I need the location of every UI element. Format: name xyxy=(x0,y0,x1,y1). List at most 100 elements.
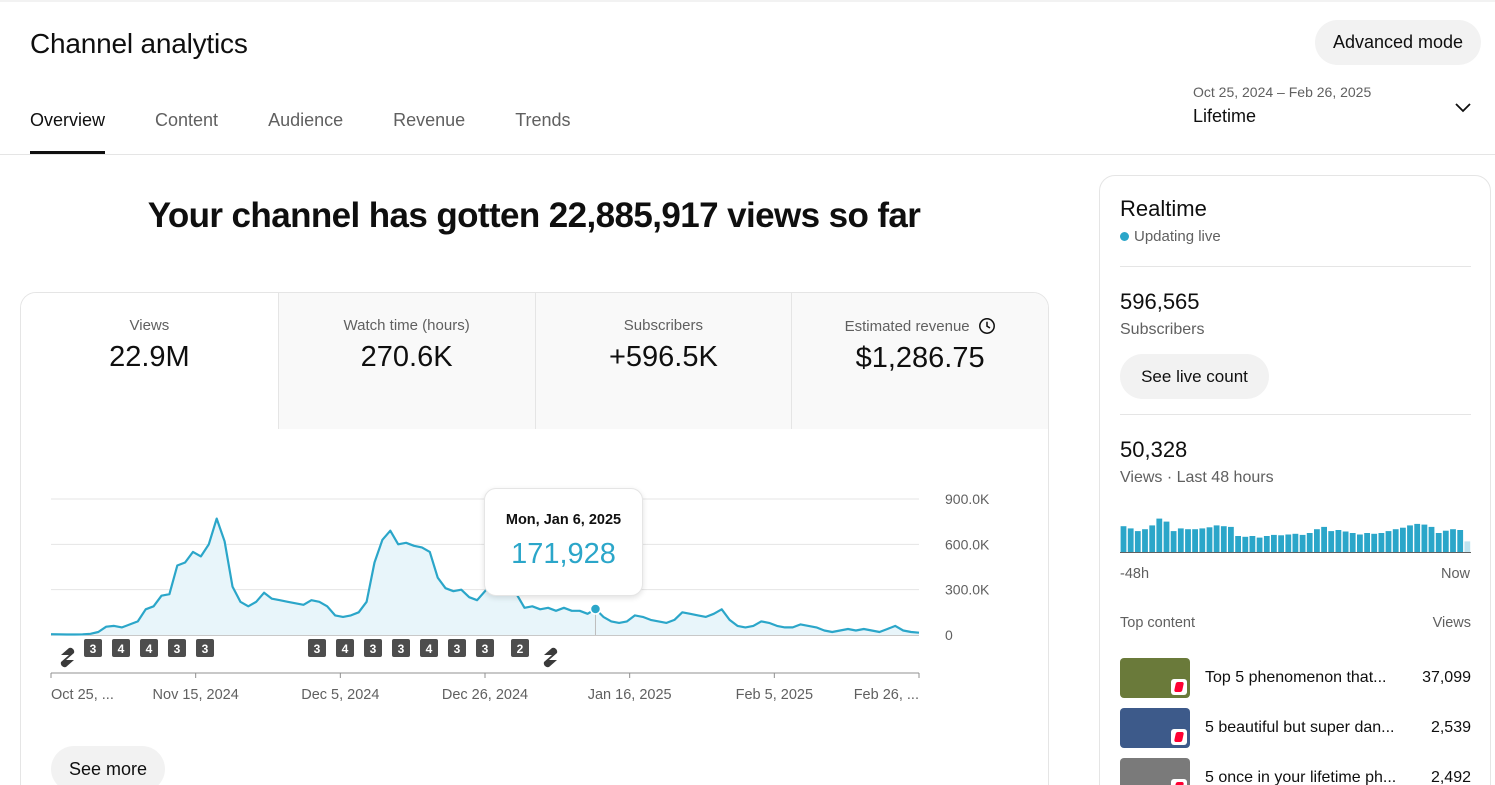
header-divider xyxy=(0,154,1495,155)
realtime-bar[interactable] xyxy=(1371,533,1378,552)
see-live-count-button[interactable]: See live count xyxy=(1120,354,1269,399)
realtime-bar[interactable] xyxy=(1199,528,1206,552)
realtime-bar[interactable] xyxy=(1328,531,1335,552)
svg-text:3: 3 xyxy=(174,642,181,656)
views-column-label: Views xyxy=(1432,615,1471,631)
realtime-bar[interactable] xyxy=(1400,527,1406,552)
realtime-bar[interactable] xyxy=(1156,518,1163,552)
realtime-bar[interactable] xyxy=(1149,525,1156,552)
tab-trends[interactable]: Trends xyxy=(515,110,571,130)
shorts-marker-icon[interactable] xyxy=(543,647,558,668)
realtime-bar[interactable] xyxy=(1249,536,1256,552)
realtime-bar[interactable] xyxy=(1421,524,1428,552)
realtime-views-bar-chart[interactable] xyxy=(1120,511,1471,555)
realtime-bar[interactable] xyxy=(1385,531,1392,552)
top-content-row[interactable]: Top 5 phenomenon that... 37,099 xyxy=(1120,658,1471,698)
realtime-bar[interactable] xyxy=(1357,534,1363,553)
see-more-button[interactable]: See more xyxy=(51,746,165,785)
upload-count-badge[interactable]: 3 xyxy=(448,639,466,657)
realtime-bar[interactable] xyxy=(1177,528,1184,552)
realtime-bar[interactable] xyxy=(1163,521,1170,552)
tab-audience[interactable]: Audience xyxy=(268,110,344,130)
realtime-bar[interactable] xyxy=(1414,523,1421,552)
realtime-card: Realtime Updating live 596,565 Subscribe… xyxy=(1099,175,1491,785)
views-chart[interactable]: 900.0K 600.0K 300.0K 0 3 4 4 3 3 3 4 3 3 4 3 3 2 Oct 25, … xyxy=(21,429,1049,729)
metric-label: Watch time (hours) xyxy=(343,317,470,334)
top-content-row[interactable]: 5 once in your lifetime ph... 2,492 xyxy=(1120,758,1471,785)
upload-count-badge[interactable]: 4 xyxy=(336,639,354,657)
realtime-bar[interactable] xyxy=(1407,525,1413,552)
realtime-bar[interactable] xyxy=(1228,526,1234,552)
svg-text:3: 3 xyxy=(202,642,209,656)
tab-overview[interactable]: Overview xyxy=(30,110,106,154)
advanced-mode-button[interactable]: Advanced mode xyxy=(1315,20,1481,65)
upload-count-badge[interactable]: 4 xyxy=(112,639,130,657)
realtime-bar[interactable] xyxy=(1349,533,1356,552)
tab-revenue[interactable]: Revenue xyxy=(393,110,466,130)
metric-label: Views xyxy=(129,317,170,334)
realtime-subscribers-label: Subscribers xyxy=(1120,321,1205,338)
realtime-bar[interactable] xyxy=(1450,529,1456,552)
upload-count-badge[interactable]: 3 xyxy=(392,639,410,657)
realtime-bar[interactable] xyxy=(1428,526,1435,552)
realtime-bar[interactable] xyxy=(1271,534,1277,552)
realtime-bar[interactable] xyxy=(1220,526,1227,552)
metric-value: 22.9M xyxy=(109,341,190,373)
realtime-bar[interactable] xyxy=(1292,533,1299,552)
tab-content[interactable]: Content xyxy=(155,110,219,130)
realtime-bar[interactable] xyxy=(1213,525,1220,552)
upload-count-badge[interactable]: 3 xyxy=(196,639,214,657)
realtime-bar[interactable] xyxy=(1378,533,1385,552)
realtime-bar[interactable] xyxy=(1285,534,1292,553)
realtime-bar[interactable] xyxy=(1134,531,1141,552)
realtime-bar[interactable] xyxy=(1342,531,1349,553)
realtime-bar[interactable] xyxy=(1364,533,1370,552)
realtime-bar[interactable] xyxy=(1464,541,1471,552)
shorts-marker-icon[interactable] xyxy=(60,647,75,668)
clock-icon[interactable] xyxy=(978,317,996,335)
upload-count-badge[interactable]: 3 xyxy=(476,639,494,657)
realtime-bar[interactable] xyxy=(1242,536,1249,552)
video-views: 37,099 xyxy=(1422,669,1471,686)
metric-views[interactable]: Views 22.9M xyxy=(21,293,278,429)
realtime-bar[interactable] xyxy=(1263,536,1270,552)
realtime-bar[interactable] xyxy=(1335,530,1342,552)
realtime-bar[interactable] xyxy=(1457,530,1464,552)
realtime-bar[interactable] xyxy=(1435,533,1442,552)
realtime-bar[interactable] xyxy=(1321,526,1327,552)
metric-revenue[interactable]: Estimated revenue $1,286.75 xyxy=(791,293,1048,429)
date-range-selector[interactable]: Oct 25, 2024 – Feb 26, 2025 Lifetime xyxy=(1193,84,1473,134)
metric-watch-time[interactable]: Watch time (hours) 270.6K xyxy=(277,293,535,429)
svg-text:4: 4 xyxy=(146,642,153,656)
upload-count-badge[interactable]: 3 xyxy=(364,639,382,657)
tooltip-date: Mon, Jan 6, 2025 xyxy=(505,512,622,528)
upload-count-badge[interactable]: 3 xyxy=(168,639,186,657)
upload-count-badge[interactable]: 4 xyxy=(140,639,158,657)
realtime-bar[interactable] xyxy=(1442,530,1449,552)
realtime-bar[interactable] xyxy=(1299,534,1306,552)
realtime-bar[interactable] xyxy=(1314,529,1320,552)
live-dot-icon xyxy=(1120,232,1129,241)
realtime-bar[interactable] xyxy=(1170,531,1177,552)
realtime-bar[interactable] xyxy=(1120,526,1127,552)
upload-count-badge[interactable]: 3 xyxy=(84,639,102,657)
x-tick-label: Jan 16, 2025 xyxy=(588,687,672,703)
video-thumbnail xyxy=(1120,658,1190,698)
realtime-bar[interactable] xyxy=(1235,536,1241,552)
svg-text:2: 2 xyxy=(517,642,524,656)
realtime-bar[interactable] xyxy=(1256,537,1263,552)
realtime-bar[interactable] xyxy=(1306,533,1313,552)
realtime-bar[interactable] xyxy=(1278,535,1284,552)
upload-count-badge[interactable]: 4 xyxy=(420,639,438,657)
realtime-bar[interactable] xyxy=(1206,527,1213,552)
realtime-bar[interactable] xyxy=(1392,529,1399,552)
top-content-row[interactable]: 5 beautiful but super dan... 2,539 xyxy=(1120,708,1471,748)
metric-subscribers[interactable]: Subscribers +596.5K xyxy=(534,293,792,429)
x-tick-label: Oct 25, ... xyxy=(51,687,114,703)
realtime-bar[interactable] xyxy=(1127,528,1134,552)
upload-count-badge[interactable]: 2 xyxy=(511,639,529,657)
realtime-bar[interactable] xyxy=(1142,529,1148,552)
realtime-bar[interactable] xyxy=(1185,529,1191,552)
realtime-bar[interactable] xyxy=(1192,529,1198,552)
upload-count-badge[interactable]: 3 xyxy=(308,639,326,657)
